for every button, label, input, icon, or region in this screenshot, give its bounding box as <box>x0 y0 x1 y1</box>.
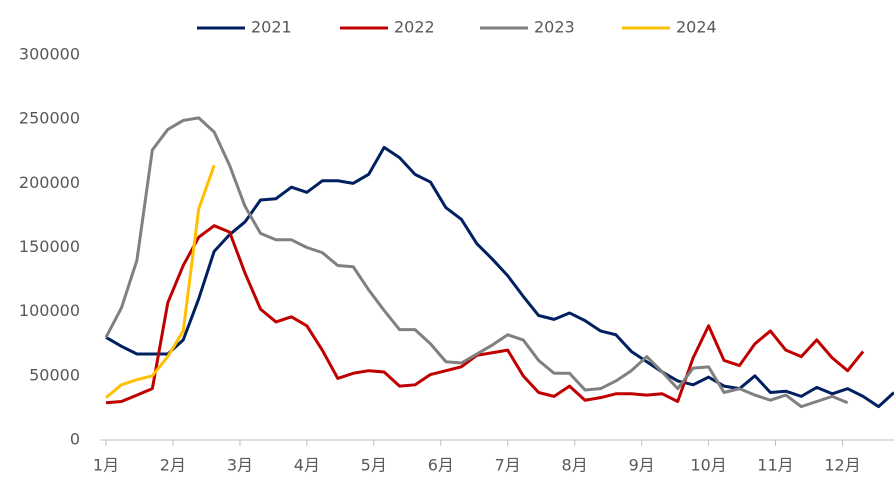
x-tick-label: 10月 <box>690 456 726 475</box>
legend-label: 2023 <box>534 18 575 37</box>
legend-label: 2024 <box>676 18 717 37</box>
y-tick-label: 250000 <box>19 109 80 128</box>
x-tick-label: 9月 <box>629 456 655 475</box>
y-tick-label: 300000 <box>19 45 80 64</box>
x-tick-label: 5月 <box>361 456 387 475</box>
x-tick-label: 2月 <box>160 456 186 475</box>
series-line <box>105 145 894 409</box>
series-line <box>104 116 849 409</box>
series-line <box>105 164 216 399</box>
x-tick-label: 12月 <box>824 456 860 475</box>
y-tick-label: 150000 <box>19 237 80 256</box>
x-tick-label: 4月 <box>294 456 320 475</box>
x-tick-label: 6月 <box>428 456 454 475</box>
y-tick-label: 50000 <box>29 365 80 384</box>
x-tick-label: 8月 <box>562 456 588 475</box>
x-tick-label: 1月 <box>93 456 119 475</box>
x-tick-label: 3月 <box>227 456 253 475</box>
x-tick-label: 7月 <box>495 456 521 475</box>
x-tick-label: 11月 <box>757 456 793 475</box>
y-tick-label: 0 <box>70 430 80 449</box>
y-tick-label: 100000 <box>19 301 80 320</box>
legend-label: 2022 <box>394 18 435 37</box>
series-line <box>105 224 865 405</box>
y-tick-label: 200000 <box>19 173 80 192</box>
legend-label: 2021 <box>251 18 292 37</box>
